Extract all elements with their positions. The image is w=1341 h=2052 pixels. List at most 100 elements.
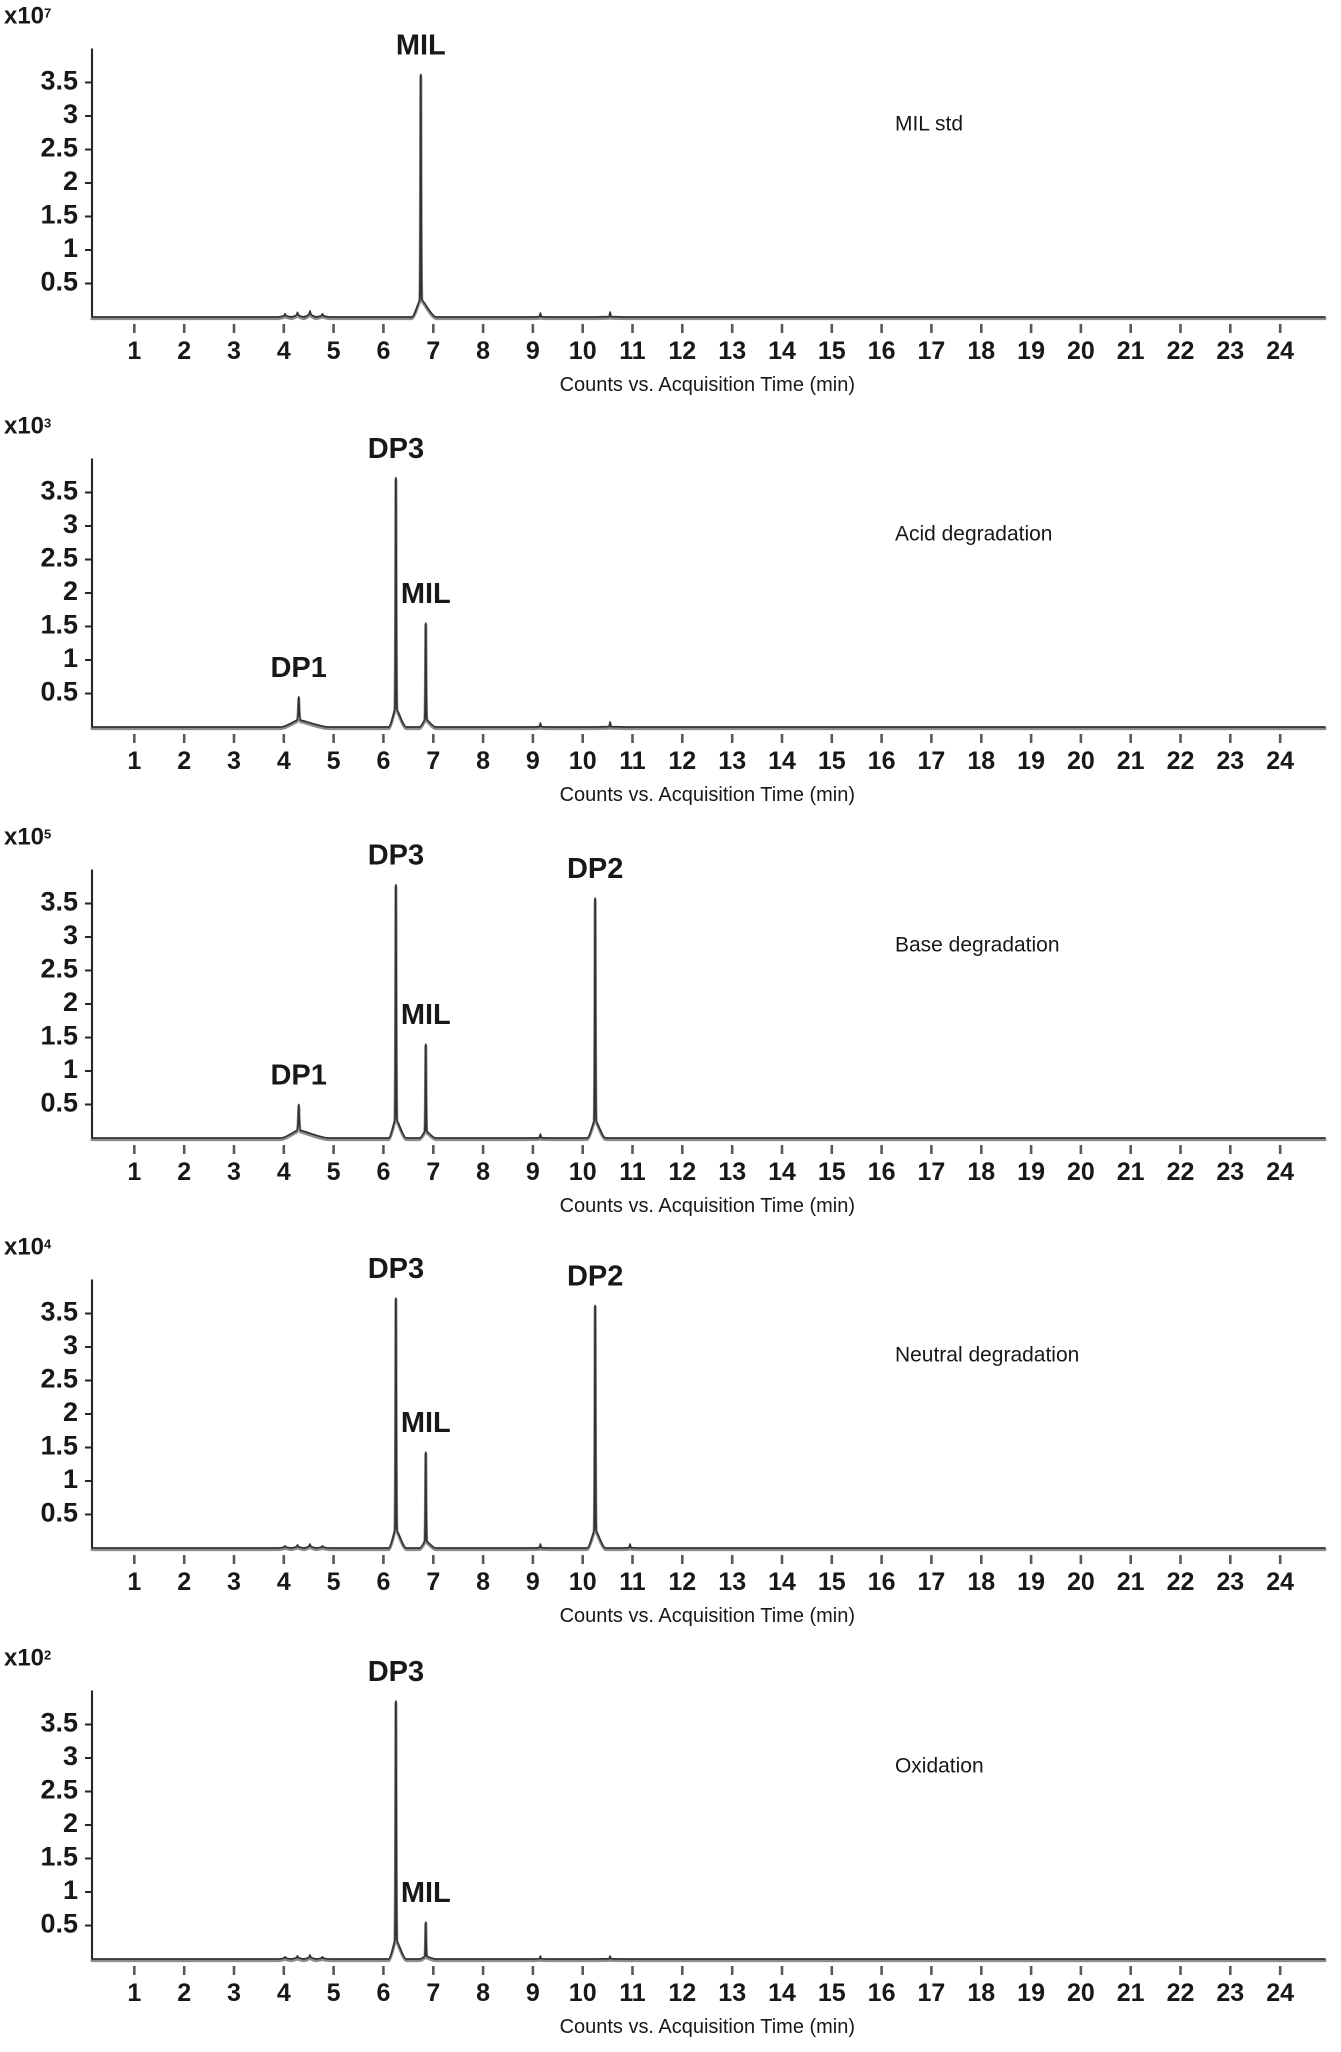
- svg-text:DP1: DP1: [271, 652, 327, 684]
- svg-text:1: 1: [127, 1568, 141, 1596]
- svg-text:18: 18: [967, 337, 995, 365]
- svg-text:17: 17: [917, 747, 945, 775]
- svg-text:12: 12: [668, 1568, 696, 1596]
- svg-text:9: 9: [526, 1568, 540, 1596]
- svg-text:Counts vs. Acquisition Time (m: Counts vs. Acquisition Time (min): [560, 1605, 855, 1627]
- svg-text:14: 14: [768, 337, 796, 365]
- svg-text:15: 15: [818, 1979, 846, 2007]
- svg-text:DP1: DP1: [271, 1059, 327, 1091]
- svg-text:2.5: 2.5: [40, 132, 78, 162]
- svg-text:20: 20: [1067, 1979, 1095, 2007]
- svg-text:DP2: DP2: [567, 853, 623, 885]
- svg-text:Counts vs. Acquisition Time (m: Counts vs. Acquisition Time (min): [560, 784, 855, 806]
- svg-text:x105: x105: [4, 823, 51, 850]
- svg-text:13: 13: [718, 337, 746, 365]
- svg-text:Base degradation: Base degradation: [895, 933, 1060, 956]
- svg-text:24: 24: [1266, 1158, 1294, 1186]
- svg-text:23: 23: [1216, 1158, 1244, 1186]
- svg-text:3: 3: [227, 747, 241, 775]
- svg-text:3: 3: [63, 1330, 78, 1360]
- svg-text:22: 22: [1167, 747, 1195, 775]
- svg-text:15: 15: [818, 747, 846, 775]
- svg-text:21: 21: [1117, 337, 1145, 365]
- svg-text:14: 14: [768, 1568, 796, 1596]
- svg-text:8: 8: [476, 747, 490, 775]
- svg-text:11: 11: [619, 337, 646, 365]
- svg-text:19: 19: [1017, 747, 1045, 775]
- svg-text:2: 2: [63, 1808, 78, 1838]
- svg-text:8: 8: [476, 1158, 490, 1186]
- svg-text:0.5: 0.5: [40, 266, 78, 296]
- svg-text:x103: x103: [4, 413, 51, 440]
- svg-text:2: 2: [177, 1979, 191, 2007]
- svg-text:19: 19: [1017, 1979, 1045, 2007]
- svg-text:9: 9: [526, 1979, 540, 2007]
- svg-text:22: 22: [1167, 1979, 1195, 2007]
- svg-text:3.5: 3.5: [40, 886, 78, 916]
- svg-text:7: 7: [426, 1568, 440, 1596]
- svg-text:13: 13: [718, 1158, 746, 1186]
- svg-text:4: 4: [277, 1568, 291, 1596]
- svg-text:DP3: DP3: [368, 433, 424, 465]
- svg-text:16: 16: [868, 337, 896, 365]
- svg-text:24: 24: [1266, 747, 1294, 775]
- svg-text:19: 19: [1017, 1568, 1045, 1596]
- svg-text:19: 19: [1017, 337, 1045, 365]
- svg-text:6: 6: [376, 337, 390, 365]
- svg-text:DP2: DP2: [567, 1261, 623, 1293]
- svg-text:20: 20: [1067, 337, 1095, 365]
- svg-text:1: 1: [63, 233, 78, 263]
- svg-text:7: 7: [426, 337, 440, 365]
- svg-text:2: 2: [177, 337, 191, 365]
- svg-text:1: 1: [63, 1054, 78, 1084]
- svg-text:14: 14: [768, 747, 796, 775]
- svg-text:1: 1: [63, 1464, 78, 1494]
- svg-text:2: 2: [63, 166, 78, 196]
- svg-text:5: 5: [327, 1979, 341, 2007]
- svg-text:13: 13: [718, 1568, 746, 1596]
- svg-text:14: 14: [768, 1158, 796, 1186]
- svg-text:15: 15: [818, 1158, 846, 1186]
- svg-text:1: 1: [127, 1158, 141, 1186]
- svg-text:3: 3: [227, 337, 241, 365]
- svg-text:DP3: DP3: [368, 1656, 424, 1688]
- svg-text:4: 4: [277, 337, 291, 365]
- svg-text:11: 11: [619, 747, 646, 775]
- svg-text:2.5: 2.5: [40, 953, 78, 983]
- svg-text:1: 1: [63, 643, 78, 673]
- svg-text:4: 4: [277, 1979, 291, 2007]
- svg-text:3: 3: [63, 99, 78, 129]
- svg-text:20: 20: [1067, 747, 1095, 775]
- svg-text:DP3: DP3: [368, 839, 424, 871]
- svg-text:24: 24: [1266, 1979, 1294, 2007]
- svg-text:12: 12: [668, 1158, 696, 1186]
- svg-text:8: 8: [476, 1568, 490, 1596]
- svg-text:18: 18: [967, 1979, 995, 2007]
- svg-text:22: 22: [1167, 337, 1195, 365]
- svg-text:16: 16: [868, 1979, 896, 2007]
- svg-text:Counts vs. Acquisition Time (m: Counts vs. Acquisition Time (min): [560, 1195, 855, 1217]
- svg-text:13: 13: [718, 747, 746, 775]
- svg-text:Neutral degradation: Neutral degradation: [895, 1344, 1079, 1367]
- svg-text:16: 16: [868, 1568, 896, 1596]
- svg-text:8: 8: [476, 337, 490, 365]
- svg-text:x104: x104: [4, 1234, 52, 1261]
- svg-text:23: 23: [1216, 747, 1244, 775]
- svg-text:6: 6: [376, 747, 390, 775]
- svg-text:MIL: MIL: [401, 1877, 451, 1909]
- svg-text:6: 6: [376, 1158, 390, 1186]
- svg-text:15: 15: [818, 337, 846, 365]
- svg-text:10: 10: [569, 1979, 597, 2007]
- svg-text:11: 11: [619, 1158, 646, 1186]
- svg-text:3: 3: [63, 509, 78, 539]
- svg-text:Counts vs. Acquisition Time (m: Counts vs. Acquisition Time (min): [560, 374, 855, 396]
- svg-text:Oxidation: Oxidation: [895, 1754, 984, 1777]
- svg-text:1: 1: [127, 337, 141, 365]
- svg-text:18: 18: [967, 1158, 995, 1186]
- svg-text:21: 21: [1117, 1568, 1145, 1596]
- svg-text:10: 10: [569, 337, 597, 365]
- svg-text:7: 7: [426, 747, 440, 775]
- svg-text:1: 1: [127, 1979, 141, 2007]
- svg-text:1.5: 1.5: [40, 199, 78, 229]
- svg-text:3: 3: [63, 1741, 78, 1771]
